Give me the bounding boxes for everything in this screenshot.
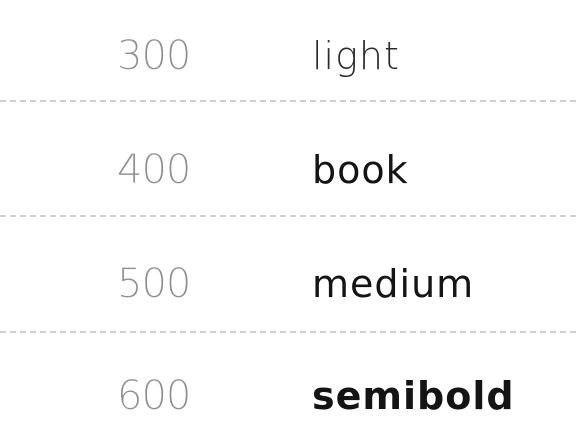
- dashed-divider: [0, 331, 576, 333]
- weight-number: 300: [117, 33, 192, 79]
- dashed-divider: [0, 215, 576, 217]
- weight-name: semibold: [312, 374, 515, 418]
- dashed-divider: [0, 100, 576, 102]
- weight-name: book: [312, 148, 409, 192]
- weight-row-400: 400 book: [0, 130, 588, 210]
- weight-name: medium: [312, 262, 475, 306]
- weight-row-500: 500 medium: [0, 244, 588, 324]
- weight-number: 500: [117, 261, 192, 307]
- weight-row-300: 300 light: [0, 16, 588, 96]
- weight-name: light: [312, 34, 400, 78]
- weight-number: 400: [117, 147, 192, 193]
- weight-number: 600: [117, 373, 192, 419]
- weight-row-600: 600 semibold: [0, 356, 588, 436]
